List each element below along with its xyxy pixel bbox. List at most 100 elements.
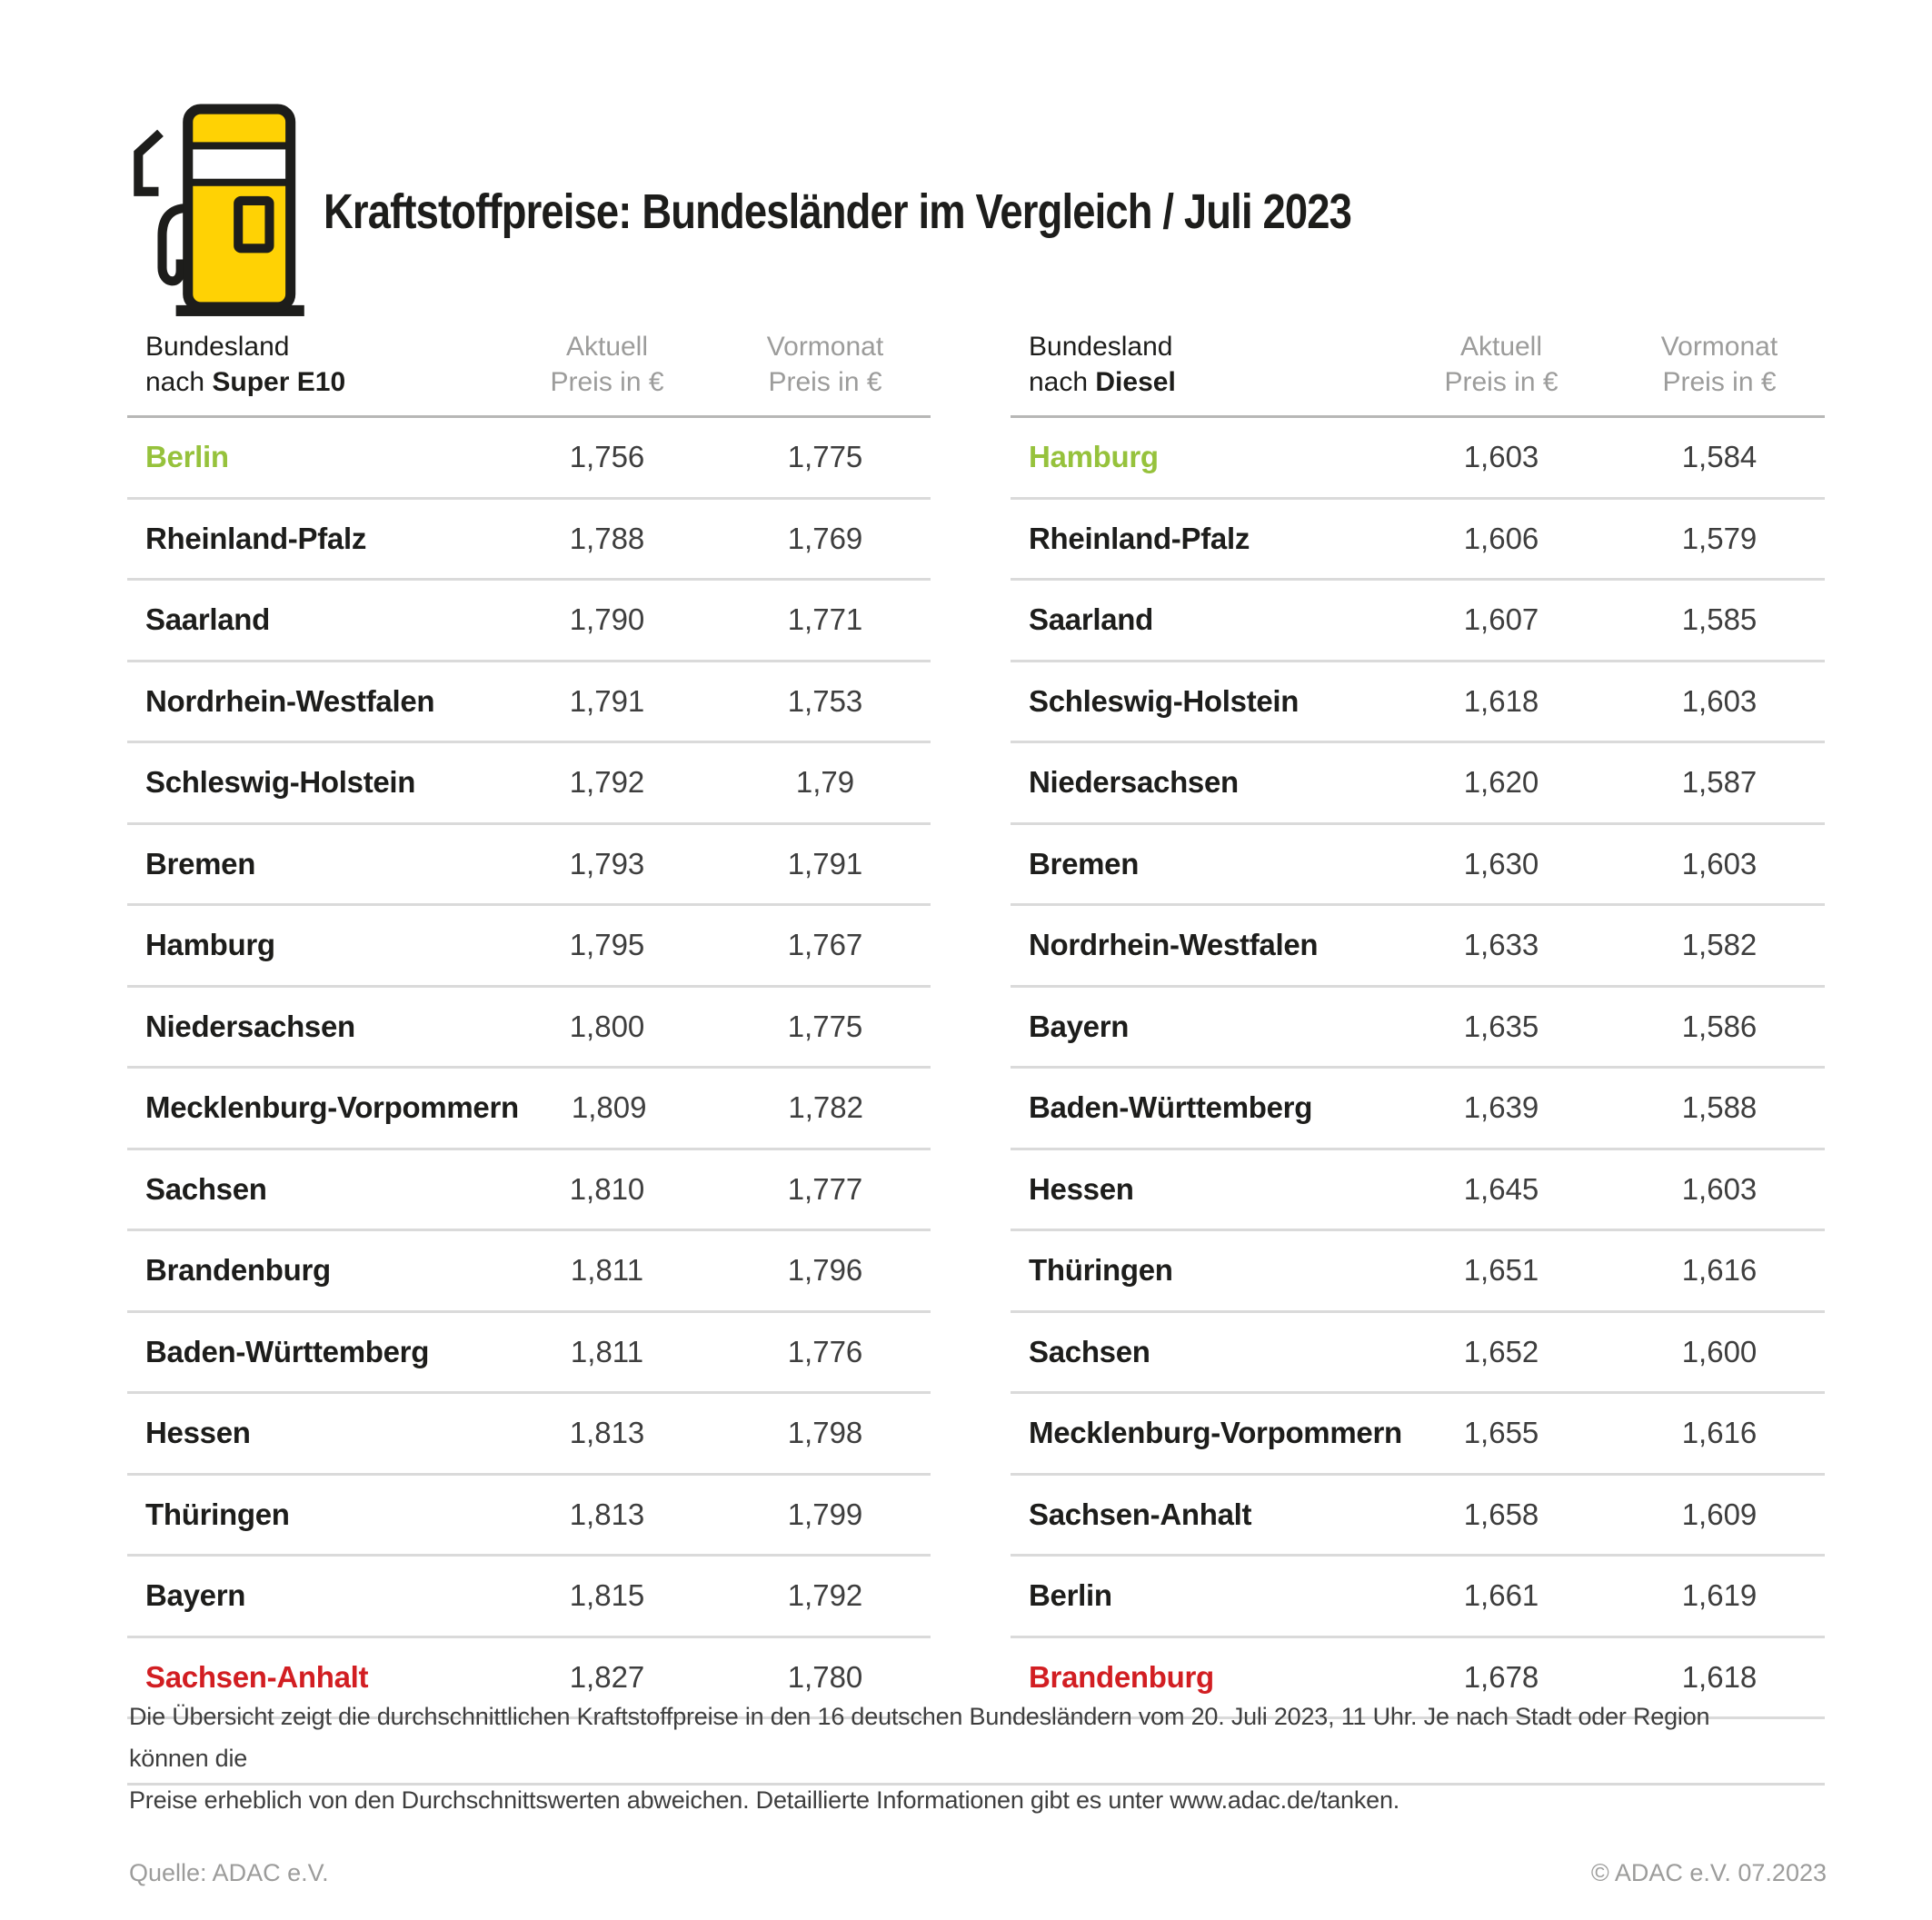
- price-vormonat: 1,776: [787, 1334, 863, 1368]
- price-vormonat: 1,79: [795, 765, 855, 800]
- fuel-type-label: Super E10: [212, 367, 346, 397]
- state-name: Sachsen-Anhalt: [145, 1659, 369, 1694]
- price-aktuell: 1,633: [1463, 928, 1539, 962]
- state-name: Rheinland-Pfalz: [1029, 521, 1250, 555]
- table-row: Brandenburg 1,678 1,618: [1011, 1638, 1825, 1719]
- table-row: Hamburg 1,795 1,767: [127, 906, 931, 988]
- state-name: Schleswig-Holstein: [145, 765, 416, 800]
- price-vormonat: 1,753: [787, 683, 863, 718]
- price-vormonat: 1,603: [1681, 846, 1758, 880]
- price-aktuell: 1,792: [569, 765, 645, 800]
- price-aktuell: 1,827: [569, 1659, 645, 1694]
- column-header-aktuell: Aktuell Preis in €: [1444, 332, 1559, 397]
- table-row: Baden-Württemberg 1,811 1,776: [127, 1313, 931, 1394]
- price-aktuell: 1,800: [569, 1009, 645, 1043]
- state-name: Niedersachsen: [145, 1009, 355, 1043]
- state-name: Hessen: [1029, 1171, 1134, 1206]
- price-aktuell: 1,655: [1463, 1416, 1539, 1450]
- table-diesel: Bundesland nach Diesel Aktuell Preis in …: [1011, 329, 1825, 1719]
- price-vormonat: 1,777: [787, 1171, 863, 1206]
- price-aktuell: 1,606: [1463, 521, 1539, 555]
- table-row: Nordrhein-Westfalen 1,791 1,753: [127, 662, 931, 743]
- state-name: Bremen: [145, 846, 256, 880]
- price-aktuell: 1,811: [570, 1253, 644, 1288]
- state-name: Bremen: [1029, 846, 1140, 880]
- state-name: Baden-Württemberg: [1029, 1090, 1313, 1125]
- price-vormonat: 1,771: [787, 602, 863, 637]
- state-name: Sachsen-Anhalt: [1029, 1497, 1252, 1531]
- price-vormonat: 1,775: [787, 1009, 863, 1043]
- price-aktuell: 1,790: [569, 602, 645, 637]
- price-aktuell: 1,658: [1463, 1497, 1539, 1531]
- table-row: Thüringen 1,813 1,799: [127, 1476, 931, 1557]
- price-aktuell: 1,678: [1463, 1659, 1539, 1694]
- price-aktuell: 1,811: [570, 1334, 644, 1368]
- price-vormonat: 1,587: [1681, 765, 1758, 800]
- price-aktuell: 1,630: [1463, 846, 1539, 880]
- state-name: Hamburg: [145, 928, 275, 962]
- price-vormonat: 1,792: [787, 1578, 863, 1613]
- price-vormonat: 1,618: [1681, 1659, 1758, 1694]
- state-name: Nordrhein-Westfalen: [145, 683, 435, 718]
- state-name: Berlin: [145, 440, 229, 474]
- table-row: Mecklenburg-Vorpommern 1,809 1,782: [127, 1069, 931, 1150]
- table-row: Rheinland-Pfalz 1,788 1,769: [127, 500, 931, 581]
- price-vormonat: 1,769: [787, 521, 863, 555]
- copyright-label: © ADAC e.V. 07.2023: [1590, 1859, 1827, 1886]
- price-vormonat: 1,796: [787, 1253, 863, 1288]
- price-aktuell: 1,756: [569, 440, 645, 474]
- fuel-pump-icon: [134, 104, 304, 316]
- state-name: Mecklenburg-Vorpommern: [1029, 1416, 1402, 1450]
- price-vormonat: 1,600: [1681, 1334, 1758, 1368]
- price-aktuell: 1,635: [1463, 1009, 1539, 1043]
- price-aktuell: 1,620: [1463, 765, 1539, 800]
- price-vormonat: 1,780: [787, 1659, 863, 1694]
- state-name: Bayern: [1029, 1009, 1130, 1043]
- table-row: Berlin 1,756 1,775: [127, 418, 931, 500]
- table-header-diesel: Bundesland nach Diesel Aktuell Preis in …: [1011, 329, 1825, 418]
- state-name: Niedersachsen: [1029, 765, 1239, 800]
- state-name: Brandenburg: [145, 1253, 331, 1288]
- price-aktuell: 1,813: [569, 1416, 645, 1450]
- price-vormonat: 1,588: [1681, 1090, 1758, 1125]
- price-vormonat: 1,791: [787, 846, 863, 880]
- state-name: Baden-Württemberg: [145, 1334, 430, 1368]
- price-aktuell: 1,607: [1463, 602, 1539, 637]
- price-vormonat: 1,782: [788, 1090, 863, 1125]
- price-aktuell: 1,795: [569, 928, 645, 962]
- state-name: Thüringen: [1029, 1253, 1173, 1288]
- table-row: Niedersachsen 1,620 1,587: [1011, 743, 1825, 825]
- price-aktuell: 1,639: [1463, 1090, 1539, 1125]
- price-vormonat: 1,586: [1681, 1009, 1758, 1043]
- table-row: Bayern 1,635 1,586: [1011, 988, 1825, 1069]
- price-aktuell: 1,813: [569, 1497, 645, 1531]
- price-vormonat: 1,585: [1681, 602, 1758, 637]
- price-vormonat: 1,582: [1681, 928, 1758, 962]
- price-vormonat: 1,775: [787, 440, 863, 474]
- price-aktuell: 1,815: [569, 1578, 645, 1613]
- state-name: Sachsen: [145, 1171, 267, 1206]
- table-row: Saarland 1,790 1,771: [127, 581, 931, 662]
- table-body-diesel: Hamburg 1,603 1,584 Rheinland-Pfalz 1,60…: [1011, 418, 1825, 1719]
- table-row: Mecklenburg-Vorpommern 1,655 1,616: [1011, 1394, 1825, 1476]
- table-row: Berlin 1,661 1,619: [1011, 1557, 1825, 1638]
- state-name: Saarland: [145, 602, 270, 637]
- table-row: Sachsen-Anhalt 1,658 1,609: [1011, 1476, 1825, 1557]
- table-row: Sachsen-Anhalt 1,827 1,780: [127, 1638, 931, 1719]
- table-row: Sachsen 1,652 1,600: [1011, 1313, 1825, 1394]
- price-aktuell: 1,645: [1463, 1171, 1539, 1206]
- price-aktuell: 1,793: [569, 846, 645, 880]
- state-name: Schleswig-Holstein: [1029, 683, 1300, 718]
- state-name: Nordrhein-Westfalen: [1029, 928, 1319, 962]
- price-vormonat: 1,616: [1681, 1253, 1758, 1288]
- footnote-line-1: Die Übersicht zeigt die durchschnittlich…: [129, 1703, 1710, 1772]
- table-row: Thüringen 1,651 1,616: [1011, 1231, 1825, 1313]
- table-row: Baden-Württemberg 1,639 1,588: [1011, 1069, 1825, 1150]
- table-row: Brandenburg 1,811 1,796: [127, 1231, 931, 1313]
- price-vormonat: 1,798: [787, 1416, 863, 1450]
- column-header-vormonat: Vormonat Preis in €: [766, 332, 884, 397]
- column-header-vormonat: Vormonat Preis in €: [1660, 332, 1778, 397]
- price-aktuell: 1,809: [571, 1090, 647, 1125]
- state-name: Mecklenburg-Vorpommern: [145, 1090, 519, 1125]
